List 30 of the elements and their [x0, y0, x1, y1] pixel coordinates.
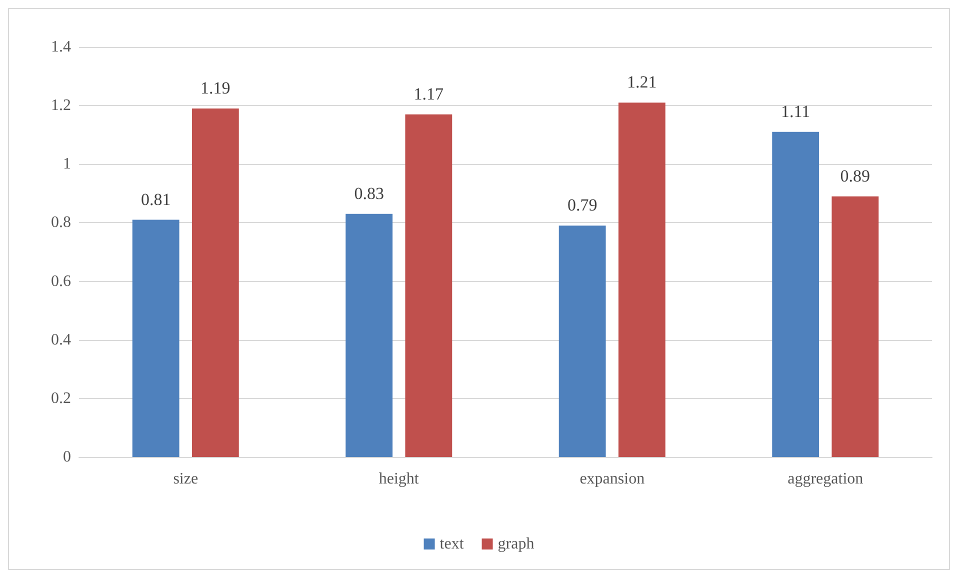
bar	[132, 220, 180, 457]
data-label: 1.11	[781, 102, 810, 121]
y-tick-label: 0	[63, 448, 71, 466]
data-label: 1.17	[414, 84, 444, 104]
data-label: 1.19	[200, 78, 230, 98]
y-tick-label: 0.2	[51, 390, 71, 407]
y-tick-label: 1.2	[51, 97, 71, 114]
y-tick-label: 1.4	[51, 38, 71, 56]
bar	[832, 196, 879, 457]
bar	[405, 114, 452, 457]
bar	[192, 108, 239, 457]
data-label: 0.79	[567, 196, 598, 215]
data-label: 0.83	[354, 184, 384, 203]
y-tick-label: 0.8	[51, 214, 71, 232]
x-tick-label: expansion	[580, 470, 645, 488]
y-tick-label: 1	[63, 156, 71, 173]
y-tick-label: 0.4	[51, 331, 71, 348]
legend-label: graph	[498, 536, 534, 552]
bar	[772, 132, 820, 457]
data-label: 0.89	[840, 166, 870, 186]
data-label: 1.21	[627, 72, 657, 92]
x-tick-label: height	[378, 470, 420, 488]
bar	[618, 102, 666, 457]
legend-label: text	[440, 536, 464, 552]
y-tick-label: 0.6	[51, 272, 71, 290]
bar	[558, 226, 606, 457]
data-label: 0.81	[140, 190, 171, 209]
bar	[346, 214, 393, 457]
x-tick-label: aggregation	[788, 470, 864, 488]
x-tick-label: size	[173, 470, 198, 488]
